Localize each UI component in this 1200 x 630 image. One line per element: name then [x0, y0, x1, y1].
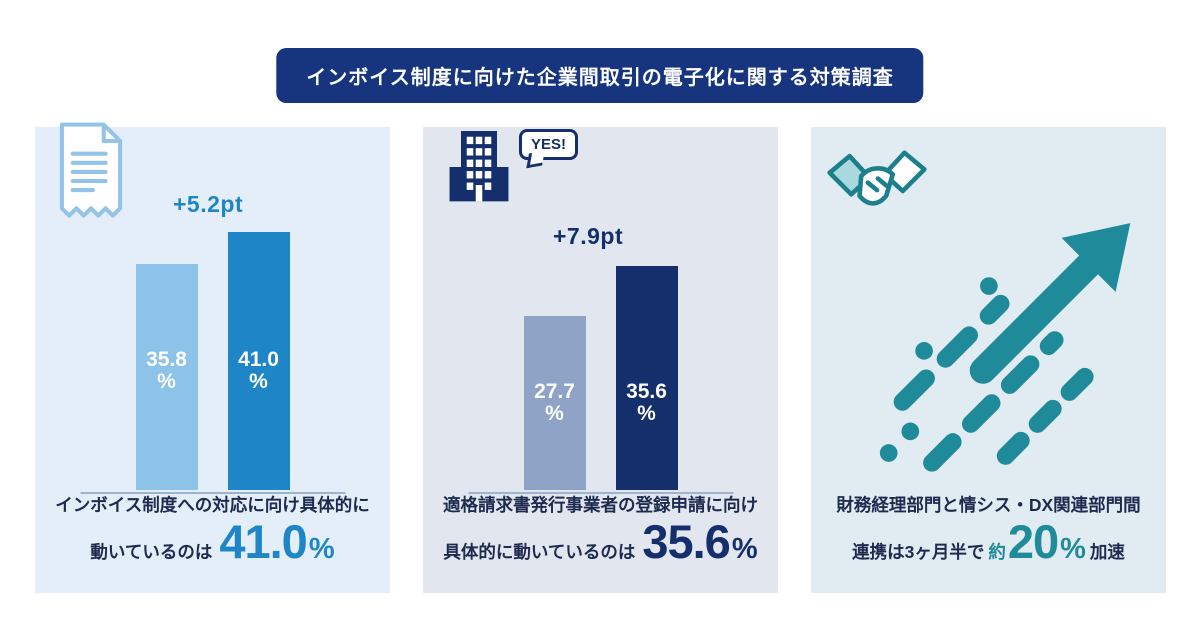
bar-chart: 35.8 % 41.0 %	[35, 231, 390, 490]
bar-value-label: 41.0 %	[238, 347, 279, 394]
chart-baseline	[468, 492, 733, 494]
bar-current: 35.6 %	[615, 265, 678, 490]
panel-invoice: +5.2pt 35.8 % 41.0 % インボイス制度への対応に向け具	[35, 122, 390, 593]
panel-acceleration: 財務経理部門と情シス・DX関連部門間 連携は3ヶ月半で 約20% 加速	[811, 127, 1166, 593]
caption: 財務経理部門と情シス・DX関連部門間 連携は3ヶ月半で 約20% 加速	[836, 494, 1141, 569]
big-value: 20	[1007, 515, 1059, 569]
bar-chart: 27.7 % 35.6 %	[423, 265, 778, 490]
delta-label: +7.9pt	[553, 223, 624, 249]
panel-registration: YES! +7.9pt 27.7 % 35.6 % 適格請求	[423, 127, 778, 593]
caption: インボイス制度への対応に向け具体的に 動いているのは 41.0%	[55, 494, 370, 569]
bar-value-label: 27.7 %	[534, 379, 575, 426]
bar-previous: 35.8 %	[135, 264, 198, 490]
growth-arrow-icon	[873, 203, 1148, 488]
bar-previous: 27.7 %	[523, 315, 586, 490]
panels-row: +5.2pt 35.8 % 41.0 % インボイス制度への対応に向け具	[35, 122, 1166, 593]
header-badge: インボイス制度に向けた企業間取引の電子化に関する対策調査	[276, 48, 924, 103]
yes-speech-bubble: YES!	[519, 129, 579, 160]
caption: 適格請求書発行事業者の登録申請に向け 具体的に動いているのは 35.6%	[443, 494, 758, 569]
big-value: 35.6	[642, 515, 730, 569]
delta-label: +5.2pt	[173, 191, 244, 217]
bar-value-label: 35.8 %	[146, 347, 187, 394]
handshake-icon	[823, 143, 931, 234]
building-icon	[443, 119, 515, 220]
bar-current: 41.0 %	[227, 231, 290, 490]
big-value: 41.0	[219, 515, 307, 569]
invoice-icon	[51, 118, 131, 229]
chart-baseline	[80, 492, 345, 494]
bar-value-label: 35.6 %	[626, 379, 667, 426]
